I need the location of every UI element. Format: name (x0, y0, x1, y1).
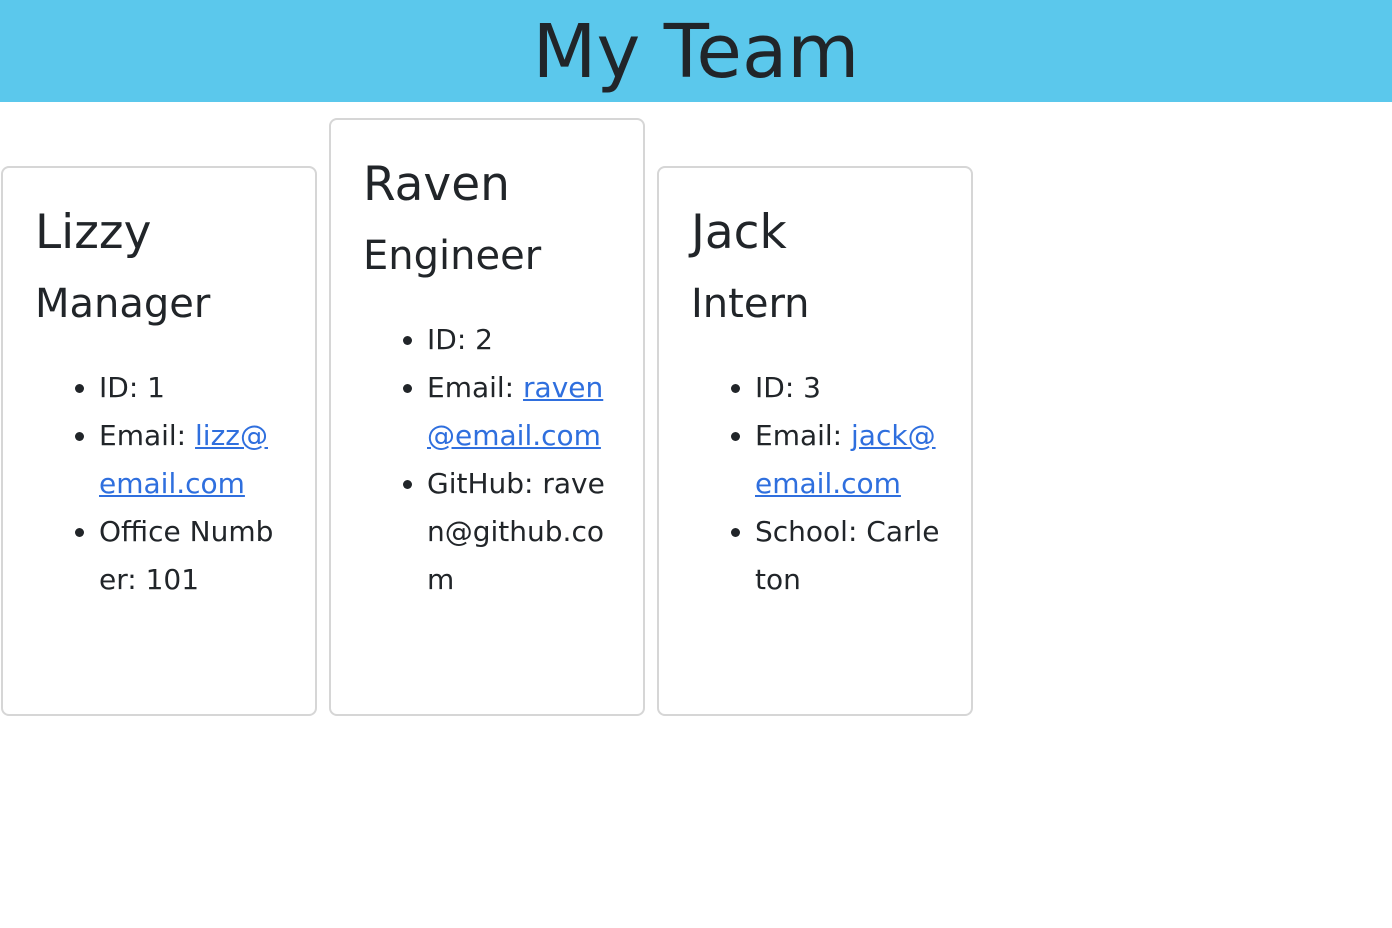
employee-role: Engineer (363, 233, 542, 279)
employee-details-list: ID: 3 Email: jack@email.com School: Carl… (691, 364, 941, 604)
employee-details-list: ID: 2 Email: raven@email.com GitHub: rav… (363, 316, 613, 604)
employee-id: ID: 1 (99, 364, 285, 412)
employee-name: Raven (363, 157, 510, 212)
employee-role: Manager (35, 281, 211, 327)
email-link[interactable]: raven@email.com (427, 371, 604, 452)
employee-email-item: Email: jack@email.com (755, 412, 941, 508)
employee-role: Intern (691, 281, 810, 327)
employee-email-item: Email: raven@email.com (427, 364, 613, 460)
employee-id: ID: 3 (755, 364, 941, 412)
employee-office-number: Office Number: 101 (99, 508, 285, 604)
page-title: My Team (532, 9, 860, 95)
email-label: Email: (99, 419, 196, 452)
employee-github: GitHub: raven@github.com (427, 460, 613, 604)
page-header: My Team (0, 0, 1392, 102)
employee-card-jack: Jack Intern ID: 3 Email: jack@email.com … (657, 166, 973, 716)
employee-id: ID: 2 (427, 316, 613, 364)
employee-school: School: Carleton (755, 508, 941, 604)
employee-card-lizzy: Lizzy Manager ID: 1 Email: lizz@email.co… (1, 166, 317, 716)
email-link[interactable]: lizz@email.com (99, 419, 268, 500)
employee-card-raven: Raven Engineer ID: 2 Email: raven@email.… (329, 118, 645, 716)
email-label: Email: (755, 419, 852, 452)
employee-name: Jack (691, 205, 787, 260)
employee-name: Lizzy (35, 205, 152, 260)
email-link[interactable]: jack@email.com (755, 419, 936, 500)
email-label: Email: (427, 371, 524, 404)
employee-details-list: ID: 1 Email: lizz@email.com Office Numbe… (35, 364, 285, 604)
employee-email-item: Email: lizz@email.com (99, 412, 285, 508)
